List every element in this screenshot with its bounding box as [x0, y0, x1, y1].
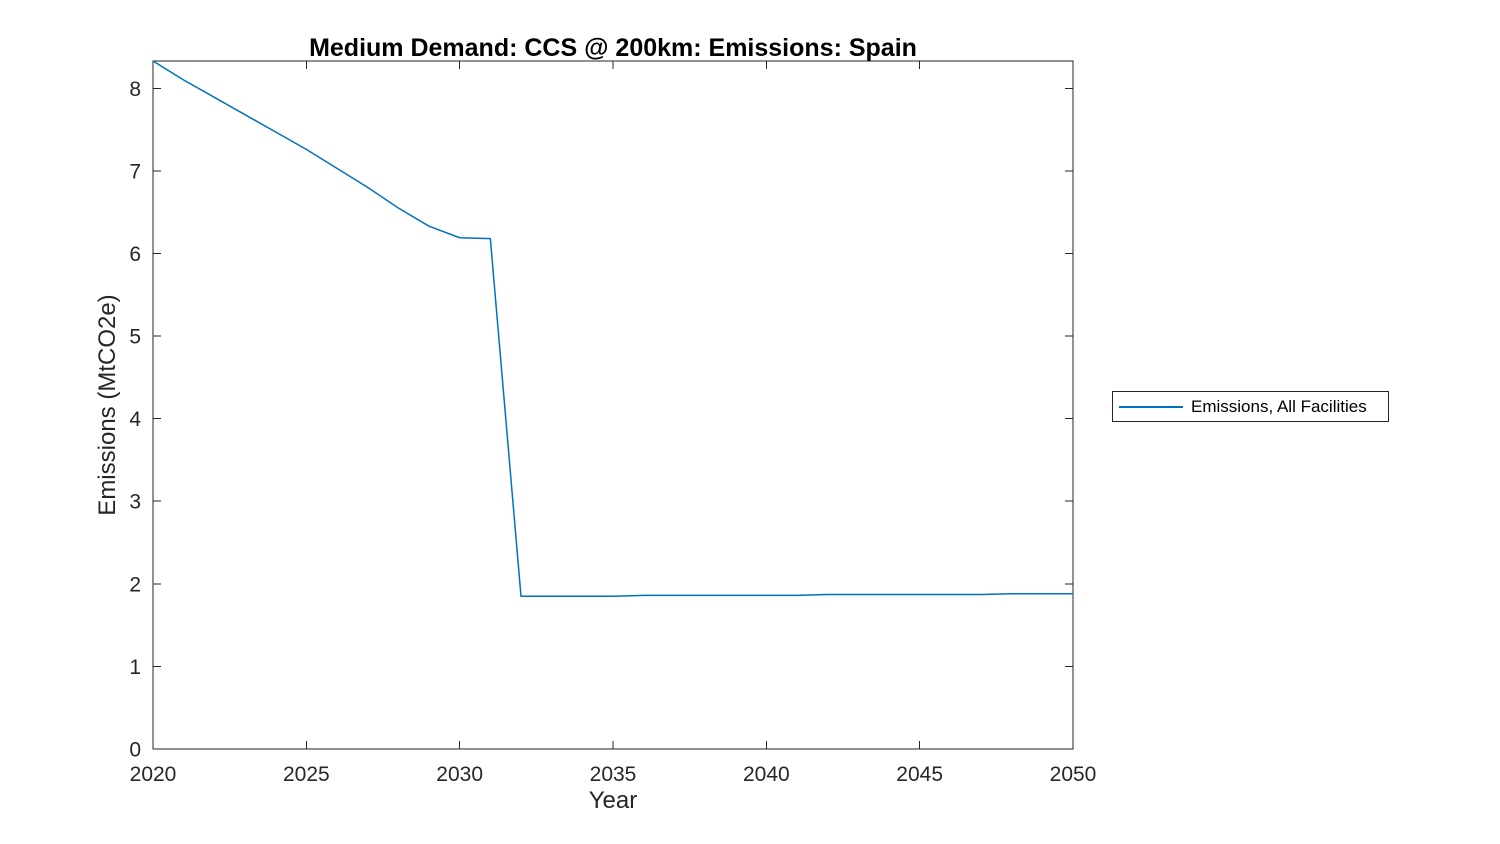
x-tick-label: 2040 [743, 763, 790, 786]
x-tick-label: 2035 [590, 763, 637, 786]
chart-title: Medium Demand: CCS @ 200km: Emissions: S… [309, 34, 917, 62]
y-tick-label: 5 [129, 326, 141, 349]
legend-entry-label: Emissions, All Facilities [1191, 396, 1367, 416]
axes-box [152, 60, 1074, 750]
plot-area: 2020 2025 2030 2035 2040 2045 2050 0 1 2 3 4 5 6 7 8 [129, 60, 1097, 786]
y-tick-label: 8 [129, 78, 141, 101]
y-tick-label: 4 [129, 408, 141, 431]
y-tick-label: 2 [129, 573, 141, 596]
x-tick-label: 2025 [283, 763, 330, 786]
x-tick-label: 2020 [130, 763, 177, 786]
x-tick-label: 2050 [1050, 763, 1097, 786]
legend: Emissions, All Facilities [1112, 391, 1389, 422]
y-tick-label: 7 [129, 160, 141, 183]
x-axis-label: Year [589, 787, 638, 814]
y-axis-label: Emissions (MtCO2e) [94, 294, 121, 515]
legend-line-sample [1119, 405, 1183, 408]
y-tick-label: 6 [129, 243, 141, 266]
series-line [152, 60, 1074, 597]
x-tick-label: 2030 [436, 763, 483, 786]
y-tick-label: 1 [129, 656, 141, 679]
x-tick-label: 2045 [896, 763, 943, 786]
y-tick-label: 3 [129, 491, 141, 514]
y-tick-label: 0 [129, 739, 141, 762]
